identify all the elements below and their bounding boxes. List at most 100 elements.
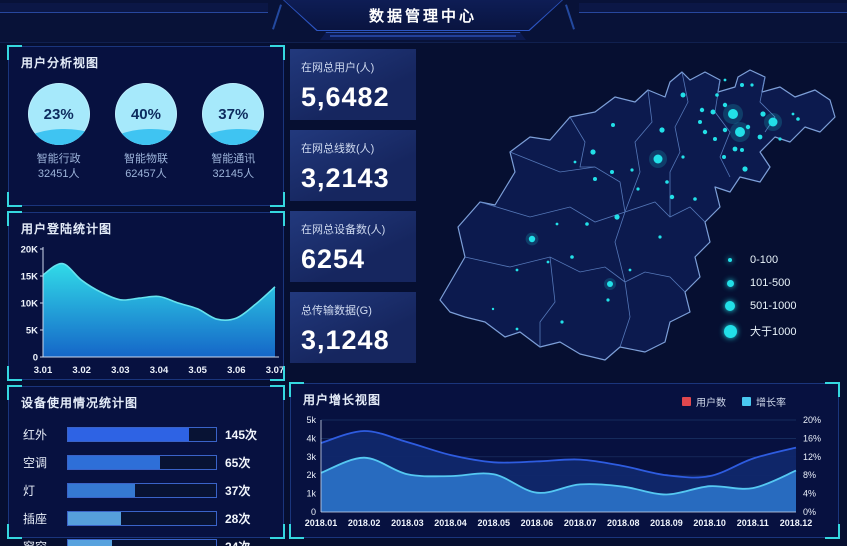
svg-text:3.03: 3.03: [111, 365, 130, 376]
device-bar-value: 145次: [225, 428, 258, 442]
device-bar-value: 37次: [225, 484, 251, 498]
device-bar-category: 灯: [23, 484, 36, 498]
svg-text:0: 0: [311, 507, 316, 517]
device-bar-row: 插座 28次: [23, 510, 269, 527]
device-bar-track: [67, 539, 217, 546]
stats-column: 在网总用户(人) 5,6482 在网总线数(人) 3,2143 在网总设备数(人) 625…: [290, 49, 416, 373]
map-legend-item[interactable]: 0-100: [720, 254, 797, 266]
svg-text:3.06: 3.06: [227, 365, 246, 376]
bubble-size-icon: [726, 279, 734, 287]
stat-card-label: 总传输数据(G): [301, 305, 372, 317]
liquid-gauge: 37%: [202, 83, 265, 145]
svg-text:20K: 20K: [21, 245, 39, 256]
header: 数据管理中心: [0, 0, 847, 43]
map-legend-dot-icon: [720, 279, 740, 287]
svg-text:10K: 10K: [21, 299, 39, 310]
device-bar-row: 红外 145次: [23, 426, 269, 443]
svg-text:5K: 5K: [26, 326, 38, 337]
svg-text:20%: 20%: [803, 415, 821, 425]
stat-card-value: 5,6482: [301, 82, 390, 112]
svg-text:5k: 5k: [306, 415, 316, 425]
device-bar-track: [67, 455, 217, 470]
svg-text:2k: 2k: [306, 470, 316, 480]
gauge-category-label: 智能行政: [36, 153, 81, 165]
device-bar-fill: [68, 512, 122, 525]
bubble-size-icon: [725, 301, 735, 311]
device-bar-row: 空调 65次: [23, 454, 269, 471]
svg-text:4k: 4k: [306, 433, 316, 443]
legend-swatch-icon: [742, 397, 751, 406]
svg-text:2018.08: 2018.08: [607, 518, 640, 528]
map-legend-item[interactable]: 大于1000: [720, 323, 797, 339]
map-legend-label: 大于1000: [750, 326, 797, 338]
region-bubble-map[interactable]: 0-100 101-500 501-1000 大于1000: [420, 42, 847, 382]
svg-text:2018.06: 2018.06: [521, 518, 554, 528]
title-banner-underline: [320, 32, 526, 40]
liquid-gauge-label: 智能物联 62457人: [104, 152, 188, 183]
liquid-percent-value: 23%: [43, 105, 74, 123]
gauge-category-label: 智能物联: [123, 153, 168, 165]
liquid-gauge-item: 40% 智能物联 62457人: [104, 83, 188, 183]
svg-text:15K: 15K: [21, 272, 39, 283]
map-silhouette: [439, 69, 836, 361]
map-svg[interactable]: [420, 42, 847, 382]
stat-card-value: 3,2143: [301, 163, 390, 193]
growth-legend-label: 用户数: [696, 398, 726, 409]
legend-swatch-icon: [682, 397, 691, 406]
map-legend-item[interactable]: 501-1000: [720, 300, 797, 312]
device-bar-track: [67, 511, 217, 526]
login-area-chart[interactable]: 0 5K 10K 15K 20K 3.01 3.02 3.03 3.04 3.05 3.06 3.07: [9, 241, 285, 379]
device-bar-track: [67, 483, 217, 498]
growth-area-chart[interactable]: 0 0% 1k 4% 2k 8% 3k 12% 4k 16% 5k 20% 2018.01 2018.02…: [291, 412, 838, 538]
title-banner: 数据管理中心: [283, 0, 563, 31]
device-bar-value: 28次: [225, 512, 251, 526]
panel-login-chart: 用户登陆统计图 0 5K 10K 15K 20K 3.01 3.02 3.03 3.04 3.05…: [7, 211, 285, 381]
gauge-count-label: 62457人: [125, 168, 167, 181]
map-legend-label: 501-1000: [750, 300, 797, 312]
liquid-gauge-label: 智能通讯 32145人: [191, 152, 275, 183]
panel-title-device-usage: 设备使用情况统计图: [21, 396, 139, 410]
svg-text:0%: 0%: [803, 507, 816, 517]
device-bar-fill: [68, 540, 113, 546]
svg-text:3.07: 3.07: [266, 365, 283, 376]
stat-card-label: 在网总设备数(人): [301, 224, 386, 236]
svg-text:1k: 1k: [306, 489, 316, 499]
svg-text:2018.02: 2018.02: [348, 518, 381, 528]
svg-text:4%: 4%: [803, 489, 816, 499]
device-bar-fill: [68, 428, 190, 441]
liquid-circles-row: 23% 智能行政 32451人 40% 智能物联 62457人 37% 智能通讯 32145人: [9, 75, 283, 183]
liquid-percent-value: 37%: [218, 105, 249, 123]
map-legend-dot-icon: [720, 324, 740, 338]
gauge-category-label: 智能通讯: [211, 153, 256, 165]
svg-text:3.04: 3.04: [150, 365, 169, 376]
map-legend-dot-icon: [720, 258, 740, 262]
svg-text:2018.07: 2018.07: [564, 518, 597, 528]
map-legend-item[interactable]: 101-500: [720, 277, 797, 289]
svg-text:2018.04: 2018.04: [434, 518, 467, 528]
panel-title-user-analysis: 用户分析视图: [21, 56, 100, 70]
svg-text:16%: 16%: [803, 433, 821, 443]
gauge-count-label: 32145人: [212, 168, 255, 181]
svg-text:2018.10: 2018.10: [693, 518, 726, 528]
svg-text:2018.05: 2018.05: [477, 518, 510, 528]
stat-card: 在网总设备数(人) 6254: [290, 211, 416, 282]
liquid-gauge: 23%: [27, 83, 90, 145]
device-bar-value: 24次: [225, 538, 269, 546]
growth-legend-item[interactable]: 增长率: [742, 394, 786, 409]
panel-title-user-growth: 用户增长视图: [303, 393, 382, 407]
growth-legend-label: 增长率: [756, 398, 786, 409]
svg-text:3.02: 3.02: [72, 365, 91, 376]
panel-title-login-chart: 用户登陆统计图: [21, 222, 113, 236]
header-deco-strip-left: [0, 3, 268, 13]
map-legend-label: 101-500: [750, 277, 791, 289]
device-bar-row: 窗帘 24次: [23, 538, 269, 546]
svg-text:3.01: 3.01: [34, 365, 53, 376]
stat-card: 在网总线数(人) 3,2143: [290, 130, 416, 201]
stat-card-value: 6254: [301, 244, 366, 274]
growth-legend-item[interactable]: 用户数: [682, 394, 726, 409]
map-bubbles: [491, 78, 800, 331]
growth-legend: 用户数 增长率: [682, 394, 786, 409]
header-slant-left: [272, 4, 282, 30]
